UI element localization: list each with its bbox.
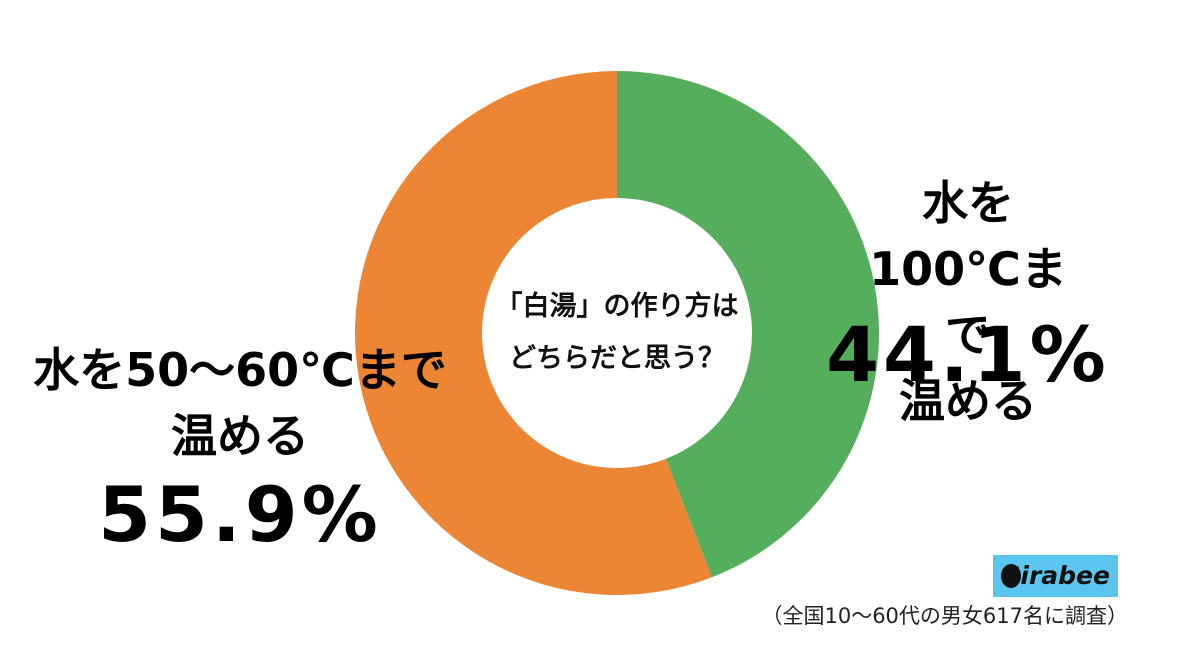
value-label: 44.1% bbox=[826, 310, 1110, 399]
logo: Sirabee bbox=[993, 555, 1118, 597]
donut-segment bbox=[617, 71, 879, 578]
category-label: 水を100℃まで 温める bbox=[869, 176, 1067, 428]
category-label: 水を50～60℃まで 温める bbox=[33, 343, 447, 463]
value-label: 55.9% bbox=[98, 470, 382, 559]
footnote: （全国10～60代の男女617名に調査） bbox=[761, 604, 1128, 628]
center-text: 「白湯」の作り方は どちらだと思う？ bbox=[495, 291, 739, 374]
donut-segment bbox=[354, 71, 712, 595]
